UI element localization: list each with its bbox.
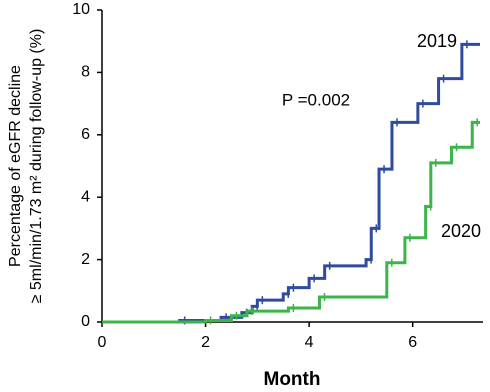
y-tick-label: 4 [81, 188, 90, 205]
y-tick-label: 6 [81, 126, 90, 143]
x-tick-label: 2 [201, 334, 210, 351]
step-line [102, 42, 480, 324]
y-tick-label: 8 [81, 64, 90, 81]
step-line [102, 120, 480, 324]
x-axis-label: Month [264, 369, 321, 390]
x-tick-label: 6 [408, 334, 417, 351]
series-label: 2020 [441, 221, 481, 241]
y-axis-label-line: Percentage of eGFR decline [7, 65, 24, 267]
series-label: 2019 [417, 31, 457, 51]
y-axis-label: Percentage of eGFR decline ≥ 5ml/min/1.7… [7, 29, 45, 304]
y-tick-label: 2 [81, 251, 90, 268]
x-tick-label: 0 [98, 334, 107, 351]
y-tick-label: 10 [72, 1, 90, 18]
y-tick-label: 0 [81, 313, 90, 330]
x-tick-label: 4 [305, 334, 314, 351]
y-axis-label-line: ≥ 5ml/min/1.73 m² during follow-up (%) [28, 29, 45, 304]
p-value: P =0.002 [282, 90, 350, 109]
